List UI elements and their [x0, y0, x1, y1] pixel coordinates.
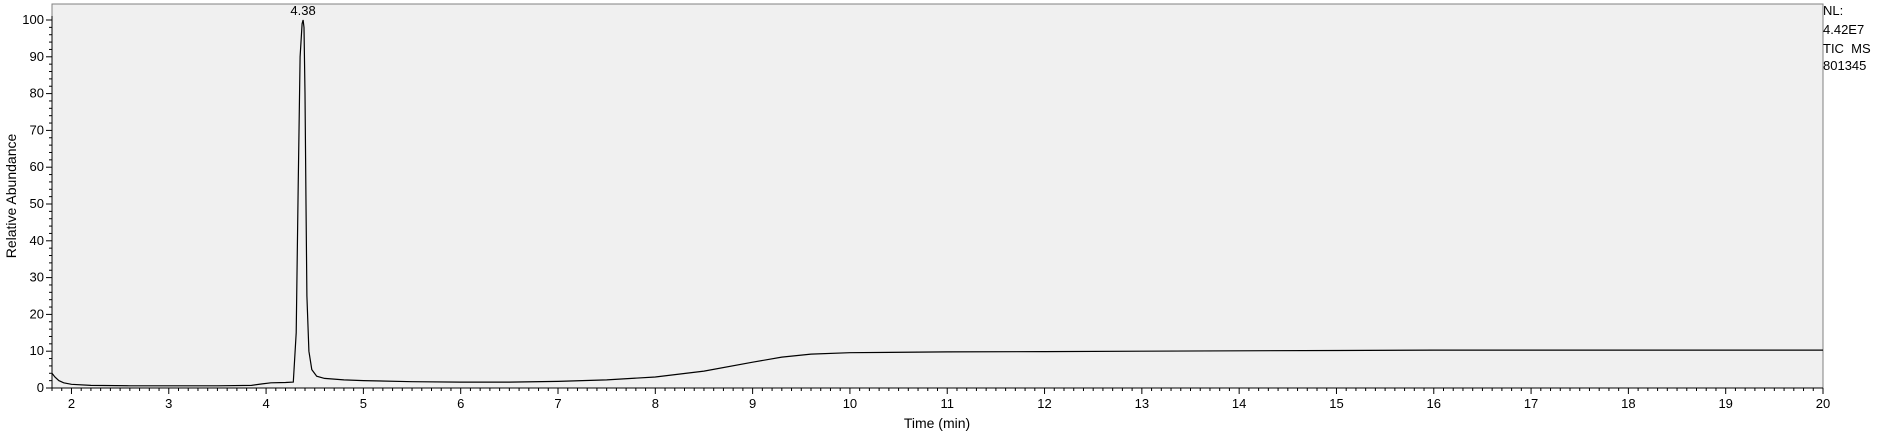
y-axis-title: Relative Abundance: [3, 134, 19, 259]
x-tick-label: 15: [1329, 396, 1343, 411]
x-tick-label: 9: [749, 396, 756, 411]
y-tick-label: 80: [30, 86, 44, 101]
x-tick-label: 16: [1427, 396, 1441, 411]
y-tick-label: 100: [22, 12, 44, 27]
x-tick-label: 10: [843, 396, 857, 411]
x-tick-label: 18: [1621, 396, 1635, 411]
nl-value: 4.42E7: [1823, 22, 1865, 37]
x-tick-label: 6: [457, 396, 464, 411]
y-tick-label: 10: [30, 343, 44, 358]
nl-label: NL:: [1823, 3, 1844, 18]
x-tick-label: 11: [940, 396, 954, 411]
x-axis-title: Time (min): [904, 415, 970, 431]
x-tick-label: 14: [1232, 396, 1246, 411]
plot-background: [51, 3, 1824, 389]
x-axis: 2 3 4 5 6 7 8 9 10 11 12 13 14 15 16 17 18 19 20: [51, 387, 1830, 411]
scan-type-label: TIC MS: [1823, 41, 1871, 56]
file-id-label: 801345: [1823, 58, 1867, 73]
y-tick-label: 40: [30, 233, 44, 248]
y-tick-label: 20: [30, 306, 44, 321]
y-axis: 0 10 20 30 40 50 60 70 80 90 100: [22, 12, 53, 395]
x-tick-label: 2: [68, 396, 75, 411]
y-tick-label: 50: [30, 196, 44, 211]
x-tick-label: 13: [1135, 396, 1149, 411]
y-tick-label: 0: [37, 380, 44, 395]
x-tick-label: 3: [165, 396, 172, 411]
x-tick-label: 5: [360, 396, 367, 411]
x-tick-label: 4: [262, 396, 269, 411]
y-tick-label: 70: [30, 122, 44, 137]
y-tick-label: 90: [30, 49, 44, 64]
x-tick-label: 12: [1037, 396, 1051, 411]
y-tick-label: 30: [30, 270, 44, 285]
y-tick-label: 60: [30, 159, 44, 174]
x-tick-label: 8: [652, 396, 659, 411]
x-tick-label: 17: [1524, 396, 1538, 411]
tic-trace-line: [51, 19, 1823, 387]
x-tick-label: 19: [1718, 396, 1732, 411]
peak-label: 4.38: [290, 3, 315, 18]
x-tick-label: 20: [1816, 396, 1830, 411]
x-tick-label: 7: [554, 396, 561, 411]
